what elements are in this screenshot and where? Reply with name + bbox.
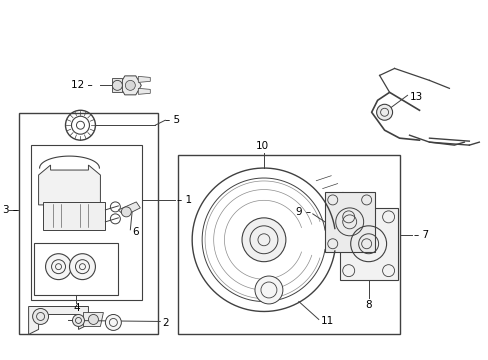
Polygon shape bbox=[138, 88, 150, 94]
Circle shape bbox=[121, 207, 131, 217]
Circle shape bbox=[45, 254, 71, 280]
Circle shape bbox=[242, 218, 285, 262]
Bar bbox=[34, 243, 118, 294]
Bar bbox=[339, 208, 397, 280]
Circle shape bbox=[72, 315, 84, 327]
Polygon shape bbox=[39, 165, 100, 205]
Bar bbox=[178, 155, 399, 334]
Circle shape bbox=[376, 104, 392, 120]
Text: 11: 11 bbox=[320, 316, 333, 327]
Circle shape bbox=[88, 315, 98, 324]
Bar bbox=[19, 113, 158, 334]
Text: 2: 2 bbox=[162, 319, 168, 328]
Bar bbox=[31, 145, 142, 300]
Circle shape bbox=[125, 80, 135, 90]
Circle shape bbox=[105, 315, 121, 330]
Text: 12 –: 12 – bbox=[71, 80, 92, 90]
Polygon shape bbox=[138, 76, 150, 82]
Text: 8: 8 bbox=[365, 300, 371, 310]
Text: – 5: – 5 bbox=[165, 115, 180, 125]
Bar bbox=[324, 192, 374, 252]
Text: 4: 4 bbox=[73, 302, 80, 312]
Text: – 7: – 7 bbox=[413, 230, 428, 240]
Polygon shape bbox=[83, 312, 103, 327]
Text: 10: 10 bbox=[255, 141, 268, 151]
Text: 3 –: 3 – bbox=[2, 205, 18, 215]
Circle shape bbox=[33, 309, 48, 324]
Text: 13: 13 bbox=[408, 92, 422, 102]
Polygon shape bbox=[118, 202, 140, 216]
Polygon shape bbox=[29, 306, 88, 334]
Circle shape bbox=[254, 276, 283, 304]
Text: 6: 6 bbox=[132, 227, 139, 237]
Polygon shape bbox=[42, 202, 105, 230]
Text: – 1: – 1 bbox=[177, 195, 192, 205]
Polygon shape bbox=[112, 78, 122, 92]
Text: 9 –: 9 – bbox=[295, 207, 310, 217]
Circle shape bbox=[112, 80, 122, 90]
Circle shape bbox=[69, 254, 95, 280]
